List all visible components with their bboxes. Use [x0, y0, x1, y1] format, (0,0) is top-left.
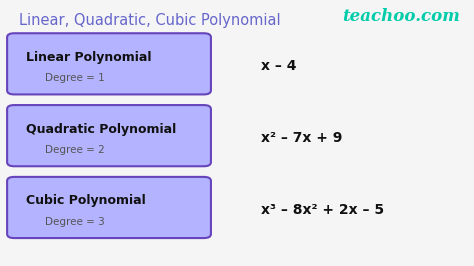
Text: teachoo.com: teachoo.com: [342, 8, 460, 25]
Text: Cubic Polynomial: Cubic Polynomial: [26, 194, 146, 207]
FancyBboxPatch shape: [7, 105, 211, 166]
Text: Quadratic Polynomial: Quadratic Polynomial: [26, 123, 176, 135]
Text: x³ – 8x² + 2x – 5: x³ – 8x² + 2x – 5: [261, 203, 384, 217]
Text: Linear, Quadratic, Cubic Polynomial: Linear, Quadratic, Cubic Polynomial: [19, 13, 281, 28]
Text: Degree = 3: Degree = 3: [45, 217, 105, 227]
Text: x – 4: x – 4: [261, 60, 296, 73]
FancyBboxPatch shape: [7, 33, 211, 94]
Text: Linear Polynomial: Linear Polynomial: [26, 51, 152, 64]
Text: x² – 7x + 9: x² – 7x + 9: [261, 131, 342, 145]
FancyBboxPatch shape: [7, 177, 211, 238]
Text: Degree = 2: Degree = 2: [45, 145, 105, 155]
Text: Degree = 1: Degree = 1: [45, 73, 105, 84]
